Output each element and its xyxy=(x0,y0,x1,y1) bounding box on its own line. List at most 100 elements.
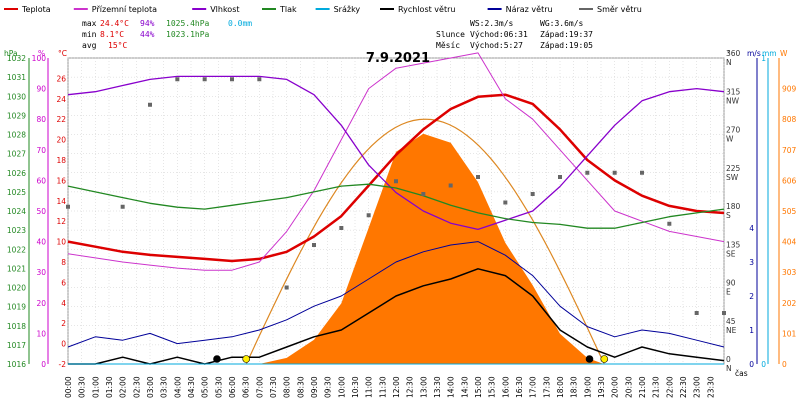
y-tick-pressure-2: 1018 xyxy=(7,322,26,331)
y-tick-humidity-9: 90 xyxy=(36,85,46,94)
series-direction-point-22 xyxy=(694,311,699,315)
y-axis-direction-unit: ° xyxy=(727,49,731,58)
y-tick-humidity-8: 80 xyxy=(36,115,46,124)
series-direction-point-23 xyxy=(722,311,726,315)
sun-rise: Východ:06:31 xyxy=(470,30,528,39)
y-tick-wind-4: 4 xyxy=(749,224,754,233)
series-direction-point-19 xyxy=(612,170,617,175)
y-axis-pressure-unit: hPa xyxy=(4,49,18,58)
y-tick-solar-7: 707 xyxy=(782,146,797,155)
x-tick-32: 16:00 xyxy=(501,376,510,398)
y-tick-temp-5: 8 xyxy=(61,258,66,267)
y-axis-wind-unit: m/s xyxy=(747,49,761,58)
stat-max-rain: 0.0mm xyxy=(228,19,252,28)
y-tick-humidity-0: 0 xyxy=(41,360,46,369)
y-tick-temp-7: 12 xyxy=(56,217,66,226)
y-tick-direction-7: 315 xyxy=(726,87,741,96)
series-direction-point-8 xyxy=(312,243,316,247)
x-tick-33: 16:30 xyxy=(515,376,524,398)
y-axis-humidity-unit: % xyxy=(38,49,45,58)
y-tick-solar-3: 303 xyxy=(782,268,797,277)
legend-label-5: Rychlost větru xyxy=(398,5,455,14)
series-direction-point-17 xyxy=(558,175,562,179)
y-tick-temp-6: 10 xyxy=(56,238,66,247)
x-tick-17: 08:30 xyxy=(296,376,305,398)
y-tick-solar-9: 909 xyxy=(782,85,797,94)
series-direction-point-12 xyxy=(421,192,426,196)
x-tick-38: 19:00 xyxy=(583,376,592,398)
sun-set: Západ:19:37 xyxy=(540,30,593,39)
y-tick-direction-name-1: NE xyxy=(726,326,737,335)
y-tick-direction-0: 0 xyxy=(726,355,731,364)
y-tick-pressure-8: 1024 xyxy=(7,207,26,216)
y-tick-direction-4: 180 xyxy=(726,202,741,211)
x-tick-14: 07:00 xyxy=(255,376,264,398)
y-tick-direction-name-4: S xyxy=(726,211,731,220)
x-tick-1: 00:30 xyxy=(78,376,87,398)
y-tick-temp-13: 24 xyxy=(56,95,66,104)
y-tick-direction-5: 225 xyxy=(726,164,741,173)
x-tick-43: 21:30 xyxy=(652,376,661,398)
y-tick-pressure-3: 1019 xyxy=(7,303,26,312)
y-tick-direction-6: 270 xyxy=(726,126,741,135)
x-tick-5: 02:30 xyxy=(132,376,141,398)
x-tick-13: 06:30 xyxy=(242,376,251,398)
stat-max-temp: 24.4°C xyxy=(100,19,129,28)
x-tick-10: 05:00 xyxy=(201,376,210,398)
series-direction-point-14 xyxy=(476,175,480,179)
y-tick-pressure-4: 1020 xyxy=(7,284,26,293)
y-tick-temp-10: 18 xyxy=(56,156,66,165)
y-tick-temp-0: -2 xyxy=(59,360,67,369)
y-tick-rain-0: 0 xyxy=(761,360,766,369)
y-tick-direction-name-5: SW xyxy=(726,173,739,182)
x-tick-0: 00:00 xyxy=(64,376,73,398)
y-tick-temp-2: 2 xyxy=(61,319,66,328)
legend-label-4: Srážky xyxy=(334,5,361,14)
moonset-marker xyxy=(585,355,594,363)
y-tick-direction-name-3: SE xyxy=(726,249,736,258)
stat-max-press: 1025.4hPa xyxy=(166,19,210,28)
sun-label: Slunce xyxy=(436,30,465,39)
x-tick-18: 09:00 xyxy=(310,376,319,398)
series-line-4 xyxy=(68,268,725,365)
series-direction-point-9 xyxy=(339,226,344,230)
y-tick-pressure-5: 1021 xyxy=(7,264,26,273)
legend-label-2: Vlhkost xyxy=(210,5,239,14)
y-axis-temp-unit: °C xyxy=(58,49,67,58)
x-tick-4: 02:00 xyxy=(119,376,128,398)
x-tick-31: 15:30 xyxy=(488,376,497,398)
series-line-1 xyxy=(67,52,725,271)
y-tick-pressure-7: 1023 xyxy=(7,226,26,235)
series-layer xyxy=(66,52,726,365)
y-tick-pressure-11: 1027 xyxy=(7,150,26,159)
y-tick-solar-0: 0 xyxy=(782,360,787,369)
y-tick-direction-1: 45 xyxy=(726,317,736,326)
y-tick-pressure-1: 1017 xyxy=(7,341,26,350)
y-tick-temp-4: 6 xyxy=(61,278,66,287)
y-tick-temp-1: 0 xyxy=(61,340,66,349)
series-line-3 xyxy=(67,183,725,229)
x-tick-39: 19:30 xyxy=(597,376,606,398)
stat-min-label: min xyxy=(82,30,97,39)
y-tick-pressure-10: 1026 xyxy=(7,169,26,178)
x-tick-23: 11:30 xyxy=(378,376,387,398)
y-tick-temp-8: 14 xyxy=(56,197,66,206)
series-direction-point-0 xyxy=(66,204,70,209)
y-tick-rain-1: 1 xyxy=(761,54,766,63)
y-tick-pressure-16: 1032 xyxy=(7,54,26,63)
x-axis-label: čas xyxy=(735,369,748,378)
y-tick-humidity-5: 50 xyxy=(36,207,46,216)
chart-title: 7.9.2021 xyxy=(366,51,430,66)
y-tick-solar-4: 404 xyxy=(782,238,797,247)
y-tick-solar-5: 505 xyxy=(782,207,797,216)
y-tick-humidity-10: 100 xyxy=(32,54,47,63)
series-line-5 xyxy=(67,241,725,348)
x-tick-22: 11:00 xyxy=(365,376,374,398)
y-tick-direction-2: 90 xyxy=(726,279,736,288)
x-tick-44: 22:00 xyxy=(665,376,674,398)
y-tick-humidity-3: 30 xyxy=(36,268,46,277)
axes-layer: hPa% °C1016101710181019102010211022102310… xyxy=(4,49,797,398)
y-tick-direction-3: 135 xyxy=(726,240,741,249)
series-direction-point-3 xyxy=(175,77,180,82)
series-direction-point-21 xyxy=(667,221,672,226)
